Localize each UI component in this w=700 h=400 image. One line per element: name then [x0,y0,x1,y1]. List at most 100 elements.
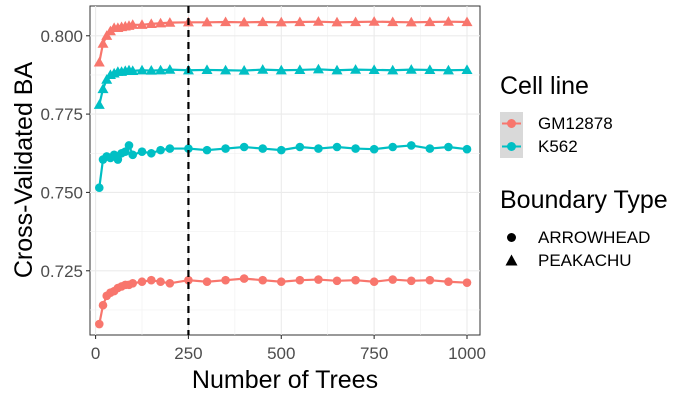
data-point-k562-arrowhead [369,144,379,154]
x-tick-label: 500 [267,344,295,363]
data-point-gm12878-arrowhead [276,277,286,287]
data-point-gm12878-arrowhead [156,277,165,287]
data-point-k562-arrowhead [137,147,147,156]
data-point-k562-peakachu [275,64,287,75]
color-legend-title: Cell line [500,72,589,100]
data-point-k562-arrowhead [276,145,286,155]
data-point-gm12878-peakachu [97,38,109,48]
data-point-gm12878-peakachu [136,19,148,29]
data-point-k562-peakachu [238,65,250,75]
data-point-gm12878-arrowhead [332,276,342,286]
data-point-gm12878-arrowhead [146,275,156,285]
data-point-gm12878-arrowhead [94,319,104,329]
legend-key-gm12878 [500,112,523,135]
legend-key-k562 [500,135,523,158]
data-point-gm12878-arrowhead [184,275,193,285]
data-point-k562-arrowhead [388,142,398,152]
y-tick-label: 0.775 [40,105,83,124]
x-axis-label: Number of Trees [192,366,378,394]
data-point-k562-arrowhead [258,144,268,153]
data-point-gm12878-arrowhead [406,276,416,286]
data-point-gm12878-peakachu [127,19,139,29]
data-point-k562-peakachu [424,64,436,75]
data-point-gm12878-peakachu [238,16,250,27]
data-point-k562-peakachu [294,64,306,75]
color-legend: Cell line GM12878 K562 [500,72,613,158]
legend-label-k562: K562 [538,137,578,156]
data-point-gm12878-arrowhead [351,275,360,285]
legend-label-arrowhead: ARROWHEAD [538,228,651,247]
data-point-k562-arrowhead [406,141,416,150]
data-point-gm12878-arrowhead [221,275,230,285]
data-point-k562-peakachu [350,64,362,74]
circle-icon [507,233,516,242]
data-point-gm12878-arrowhead [258,275,268,285]
data-point-k562-arrowhead [444,142,453,152]
data-point-gm12878-peakachu [387,16,399,27]
data-point-k562-arrowhead [124,141,134,150]
data-point-gm12878-peakachu [461,16,473,27]
data-point-k562-arrowhead [462,144,472,154]
data-point-gm12878-peakachu [424,16,436,27]
data-point-k562-arrowhead [351,144,360,153]
data-point-k562-arrowhead [94,183,104,193]
y-axis-label: Cross-Validated BA [10,62,38,279]
data-point-k562-arrowhead [295,142,305,152]
data-point-gm12878-peakachu [331,16,343,27]
y-tick-label: 0.750 [40,183,83,202]
data-point-k562-peakachu [97,83,109,94]
data-point-k562-peakachu [127,65,139,75]
data-point-gm12878-peakachu [312,16,324,26]
data-point-k562-arrowhead [425,144,435,153]
x-tick-label: 750 [360,344,388,363]
data-point-k562-peakachu [257,64,269,74]
legend-item-peakachu: PEAKACHU [500,249,668,272]
data-point-k562-arrowhead [120,147,130,156]
data-point-gm12878-peakachu [275,16,287,27]
y-tick-label: 0.725 [40,262,83,281]
data-point-k562-arrowhead [239,142,249,152]
y-tick-label: 0.800 [40,27,83,46]
data-point-gm12878-arrowhead [444,277,453,287]
data-point-gm12878-arrowhead [295,275,305,285]
data-point-gm12878-peakachu [145,18,157,28]
legend-label-gm12878: GM12878 [538,114,613,133]
data-point-k562-arrowhead [156,145,165,155]
data-point-k562-arrowhead [184,144,193,153]
data-point-k562-arrowhead [113,155,123,164]
shape-legend-title: Boundary Type [500,186,668,214]
data-point-k562-peakachu [136,64,148,75]
x-tick-label: 0 [91,344,100,363]
triangle-icon [505,254,518,266]
data-point-gm12878-peakachu [155,17,167,28]
data-point-gm12878-arrowhead [239,274,249,283]
data-point-gm12878-arrowhead [137,277,147,287]
data-point-k562-peakachu [442,64,454,75]
data-point-k562-arrowhead [146,148,156,158]
legend-item-gm12878: GM12878 [500,112,613,135]
data-point-k562-peakachu [164,64,176,74]
data-point-gm12878-arrowhead [462,278,472,287]
data-point-k562-arrowhead [128,150,138,160]
data-point-gm12878-peakachu [164,17,176,27]
data-point-k562-peakachu [201,64,213,75]
x-tick-label: 1000 [448,344,486,363]
data-point-k562-peakachu [461,64,473,75]
data-point-gm12878-peakachu [220,16,232,27]
data-point-gm12878-peakachu [93,56,105,67]
legend-label-peakachu: PEAKACHU [538,251,632,270]
data-point-gm12878-arrowhead [202,277,212,287]
data-point-k562-peakachu [220,64,232,75]
shape-legend: Boundary Type ARROWHEAD PEAKACHU [500,186,668,272]
data-point-gm12878-arrowhead [425,275,435,285]
data-point-gm12878-arrowhead [388,275,398,284]
data-point-k562-arrowhead [332,142,342,152]
data-point-k562-arrowhead [221,144,230,153]
data-point-gm12878-peakachu [442,16,454,26]
data-point-gm12878-arrowhead [369,277,379,287]
data-point-gm12878-arrowhead [98,300,108,310]
data-point-gm12878-peakachu [405,16,417,27]
legend-item-k562: K562 [500,135,589,158]
data-point-gm12878-arrowhead [128,279,138,288]
data-point-k562-peakachu [405,64,417,74]
